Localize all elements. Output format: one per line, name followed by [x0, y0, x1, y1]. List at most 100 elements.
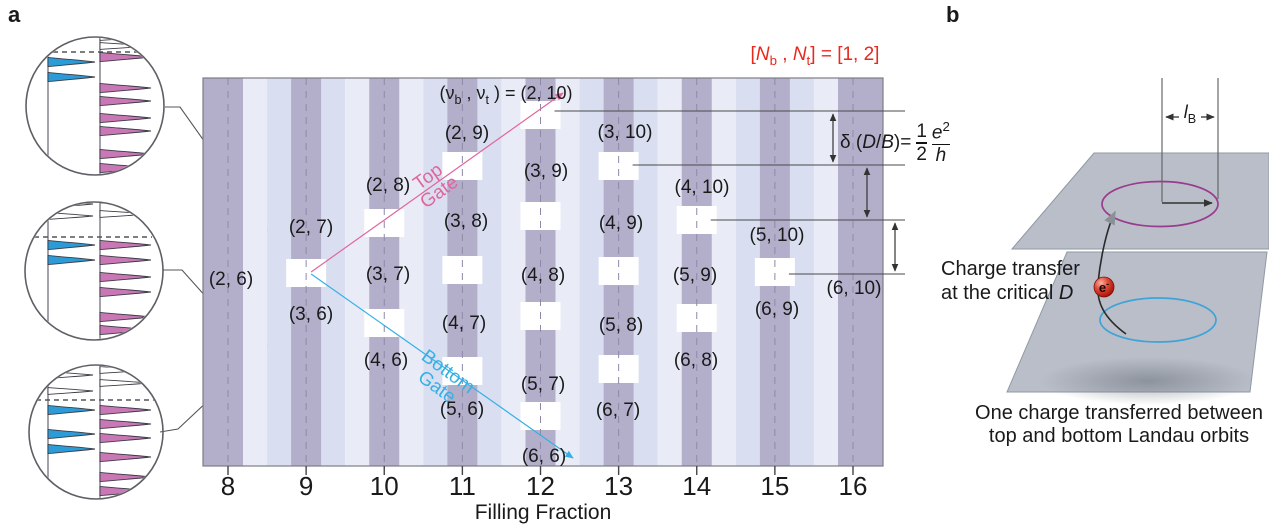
state-label: (6, 7)	[595, 400, 641, 421]
note-line1: Charge transfer	[941, 258, 1080, 280]
empty-landau-peak	[99, 38, 150, 41]
filled-landau-peak	[99, 271, 152, 283]
axis-tick-label: 16	[838, 471, 868, 501]
state-label: (3, 10)	[597, 122, 653, 143]
formula-fraction-half: 1 2	[916, 120, 927, 165]
gate-stripe	[203, 78, 243, 466]
fraction-bar	[931, 143, 950, 146]
state-label: (5, 10)	[749, 225, 805, 246]
state-label: (6, 9)	[754, 299, 800, 320]
filled-landau-peak	[99, 418, 152, 430]
filled-landau-peak	[99, 112, 152, 124]
state-label: (6, 8)	[673, 350, 719, 371]
state-label: (2, 7)	[288, 217, 334, 238]
filled-landau-peak	[47, 443, 96, 455]
gate-stripe	[681, 78, 712, 466]
gate-stripe	[838, 78, 883, 466]
axis-tick-label: 11	[448, 471, 476, 501]
axis-tick-label: 9	[298, 471, 314, 501]
axis-tick-label: 12	[526, 471, 555, 501]
state-label: (3, 9)	[523, 161, 569, 182]
formula-lhs: δ (D/B)=	[840, 131, 912, 153]
note-line2: at the critical D	[941, 281, 1074, 304]
filled-landau-peak	[99, 239, 152, 251]
empty-landau-peak	[47, 212, 94, 220]
state-label: (3, 8)	[443, 211, 489, 232]
top-plane	[1010, 152, 1269, 250]
fraction-denominator: 2	[916, 143, 927, 165]
filled-landau-peak	[99, 95, 152, 107]
state-label: (4, 7)	[441, 313, 487, 334]
state-label: (5, 6)	[439, 399, 485, 420]
state-label: (4, 9)	[598, 213, 644, 234]
axis-tick-label: 14	[682, 471, 712, 501]
plane-shadow	[1040, 357, 1256, 405]
bottom-gate-arrow	[310, 273, 574, 459]
state-axes-header: (νb , νt ) = (2, 10)	[439, 83, 573, 107]
empty-landau-peak	[99, 203, 150, 204]
landau-level-insets	[24, 36, 325, 500]
top-landau-orbit	[1101, 180, 1219, 228]
top-gate-arrow	[310, 92, 564, 273]
state-label: (5, 7)	[520, 374, 566, 395]
bottom-plane	[1006, 251, 1268, 393]
fraction-numerator: 1	[916, 120, 927, 142]
filled-landau-peak	[47, 428, 96, 440]
state-label: (4, 8)	[520, 265, 566, 286]
inset-circle	[25, 36, 165, 176]
filled-landau-peak	[99, 82, 152, 94]
state-label: (5, 9)	[672, 265, 718, 286]
bottom-landau-orbit	[1099, 297, 1217, 343]
filled-landau-peak	[99, 254, 152, 266]
panel-b-caption: One charge transferred between top and b…	[960, 402, 1269, 448]
charge-transfer-schematic	[1006, 78, 1269, 405]
fraction-bar	[916, 142, 927, 144]
state-label: (3, 6)	[288, 304, 334, 325]
state-label: (2, 8)	[365, 175, 411, 196]
filled-landau-peak	[99, 404, 152, 416]
state-label: (6, 10)	[826, 278, 882, 299]
filled-landau-peak	[99, 432, 152, 444]
filled-landau-peak	[99, 451, 152, 463]
phase-diagram	[202, 77, 905, 475]
state-label: (6, 6)	[521, 446, 567, 467]
panel-a-border	[202, 77, 884, 467]
landau-index-label: [Nb , Nt] = [1, 2]	[750, 44, 880, 68]
state-label: (2, 6)	[208, 269, 254, 290]
caption-line2: top and bottom Landau orbits	[988, 425, 1250, 448]
state-label: (4, 10)	[674, 177, 730, 198]
fraction-denominator: h	[935, 145, 947, 167]
caption-line1: One charge transferred between	[975, 402, 1263, 424]
state-label: (4, 6)	[363, 350, 409, 371]
inset-content	[36, 366, 154, 498]
axis-tick-label: 15	[760, 471, 790, 501]
panel-b-label: b	[946, 2, 960, 27]
inset-circle	[24, 201, 164, 341]
charge-transfer-note: Charge transfer at the critical D	[941, 258, 1101, 305]
panel-a-label: a	[8, 2, 21, 27]
electron	[1093, 276, 1115, 298]
state-label: (5, 8)	[598, 315, 644, 336]
axis-tick-label: 8	[220, 471, 236, 501]
filled-landau-peak	[47, 254, 96, 266]
gate-stripe	[525, 78, 556, 466]
state-label: (3, 7)	[365, 264, 411, 285]
filled-landau-peak	[47, 239, 96, 251]
fraction-numerator: e2	[931, 119, 950, 144]
state-label: (2, 9)	[444, 123, 490, 144]
axis-tick-label: 10	[369, 471, 399, 501]
formula-fraction-e2h: e2 h	[931, 119, 950, 167]
filled-landau-peak	[99, 286, 152, 298]
electron-label: e-	[1098, 278, 1110, 296]
delta-formula: δ (D/B)= 1 2 e2 h	[840, 120, 950, 166]
filled-landau-peak	[47, 71, 96, 83]
filled-landau-peak	[47, 404, 96, 416]
gate-stripe	[369, 78, 400, 466]
x-axis-title: Filling Fraction	[474, 501, 612, 524]
empty-landau-peak	[47, 387, 94, 395]
filled-landau-peak	[99, 125, 152, 137]
magnetic-length-label: lB	[1183, 102, 1197, 126]
filled-landau-peak	[47, 56, 96, 68]
